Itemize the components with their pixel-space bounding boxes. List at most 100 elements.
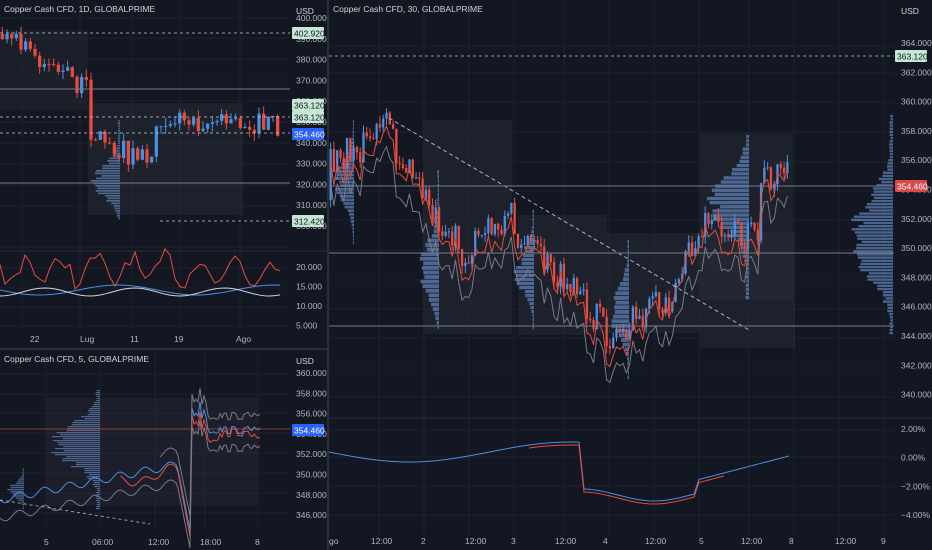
volume-profile-bar (84, 418, 100, 420)
thirty-min-time-label: 12:00 (645, 536, 667, 546)
daily-candle (24, 41, 28, 50)
session-profile-bar (627, 370, 629, 375)
session-profile-bar (614, 305, 629, 310)
thirty-min-chart-canvas[interactable]: 364.000362.000360.000358.000356.000354.0… (329, 0, 932, 550)
thirty-candle (572, 277, 575, 292)
thirty-candle (723, 235, 727, 237)
main-profile-bar (854, 231, 893, 234)
main-profile-bar (856, 243, 893, 247)
thirty-candle (529, 235, 533, 243)
thirty-min-time-label: 8 (789, 536, 794, 546)
thirty-candle (733, 221, 736, 235)
main-profile-bar (882, 174, 893, 178)
thirty-min-price-tick: 352.000 (901, 214, 932, 224)
thirty-candle (510, 202, 513, 214)
daily-candle (47, 64, 51, 66)
session-profile-bar (433, 229, 439, 234)
session-profile-bar (620, 282, 629, 286)
thirty-candle (717, 215, 720, 223)
thirty-candle (615, 328, 618, 338)
main-profile-bar (856, 234, 893, 237)
daily-candle (19, 34, 23, 50)
daily-candle (150, 156, 154, 163)
volume-profile-bar (116, 215, 120, 217)
volume-profile-bar (92, 480, 100, 482)
volume-profile-bar (109, 162, 120, 165)
horizontal-pane-divider[interactable] (0, 348, 327, 350)
five-min-chart-canvas[interactable]: 360.000358.000356.000354.000352.000350.0… (0, 350, 327, 550)
main-profile-bar (889, 133, 893, 137)
thirty-candle (549, 254, 552, 262)
thirty-candle (730, 234, 733, 238)
volume-profile-bar (18, 478, 24, 480)
session-profile-bar (746, 271, 749, 275)
volume-profile-bar (67, 426, 100, 428)
session-profile-bar (627, 361, 629, 366)
daily-chart-pane[interactable]: 400.000390.000380.000370.000360.000350.0… (0, 0, 327, 348)
session-profile-bar (611, 319, 629, 324)
volume-profile-bar (87, 414, 100, 416)
main-profile-bar (885, 297, 893, 300)
main-profile-bar (889, 155, 893, 159)
session-profile-bar (746, 291, 749, 296)
daily-candle (257, 113, 261, 134)
main-profile-bar (887, 303, 893, 306)
thirty-candle (431, 205, 434, 220)
session-profile-bar (352, 127, 354, 130)
session-profile-bar (525, 250, 534, 254)
band-line (330, 145, 788, 384)
thirty-min-osc-tick: 0.00% (901, 453, 926, 463)
thirty-min-chart-pane[interactable]: 364.000362.000360.000358.000356.000354.0… (329, 0, 932, 550)
thirty-candle (493, 223, 497, 235)
main-profile-bar (853, 215, 893, 218)
volume-profile-bar (92, 484, 100, 486)
volume-profile-bar (22, 470, 24, 472)
thirty-candle (382, 118, 385, 128)
daily-chart-canvas[interactable]: 400.000390.000380.000370.000360.000350.0… (0, 0, 327, 348)
volume-profile-bar (91, 406, 100, 408)
session-profile-bar (614, 310, 629, 314)
main-profile-bar (853, 250, 893, 253)
thirty-candle (526, 235, 529, 244)
thirty-candle (362, 132, 365, 163)
badge-354460-bg (292, 128, 324, 140)
main-profile-bar (887, 168, 893, 171)
daily-candle (140, 149, 144, 160)
volume-profile-bar (76, 462, 100, 464)
session-profile-bar (712, 209, 749, 213)
main-profile-bar (889, 146, 893, 149)
session-profile-bar (739, 159, 749, 164)
daily-candle (70, 67, 74, 77)
five-min-chart-pane[interactable]: 360.000358.000356.000354.000352.000350.0… (0, 350, 327, 550)
main-profile-bar (873, 190, 893, 193)
session-profile-bar (730, 229, 749, 234)
daily-osc-tick: 10.000 (296, 301, 322, 311)
thirty-candle (605, 316, 608, 347)
volume-profile-bar (96, 390, 100, 392)
badge-363120b: 363.120 (294, 113, 325, 123)
daily-candle (80, 76, 84, 94)
session-profile-bar (532, 326, 534, 330)
thirty-candle (500, 229, 503, 235)
daily-price-tick: 330.000 (296, 159, 327, 169)
daily-candle (271, 115, 275, 117)
daily-candle (10, 34, 14, 39)
thirty-candle (395, 128, 398, 163)
volume-profile-bar (12, 493, 24, 495)
main-profile-bar (882, 171, 893, 174)
session-profile-bar (720, 205, 749, 209)
thirty-candle (566, 283, 569, 290)
session-profile-bar (435, 316, 439, 321)
thirty-candle (552, 261, 556, 283)
badge-363120b-bg (292, 111, 324, 123)
badge-354460-30m: 354.460 (897, 182, 928, 192)
vertical-pane-divider[interactable] (327, 0, 329, 550)
volume-profile-bar (95, 394, 100, 396)
thirty-candle (582, 289, 585, 292)
daily-candle (56, 64, 60, 72)
session-profile-bar (622, 342, 629, 347)
thirty-candle (405, 167, 408, 173)
thirty-candle (641, 315, 644, 328)
thirty-candle (753, 222, 756, 230)
session-profile-bar (352, 120, 354, 123)
